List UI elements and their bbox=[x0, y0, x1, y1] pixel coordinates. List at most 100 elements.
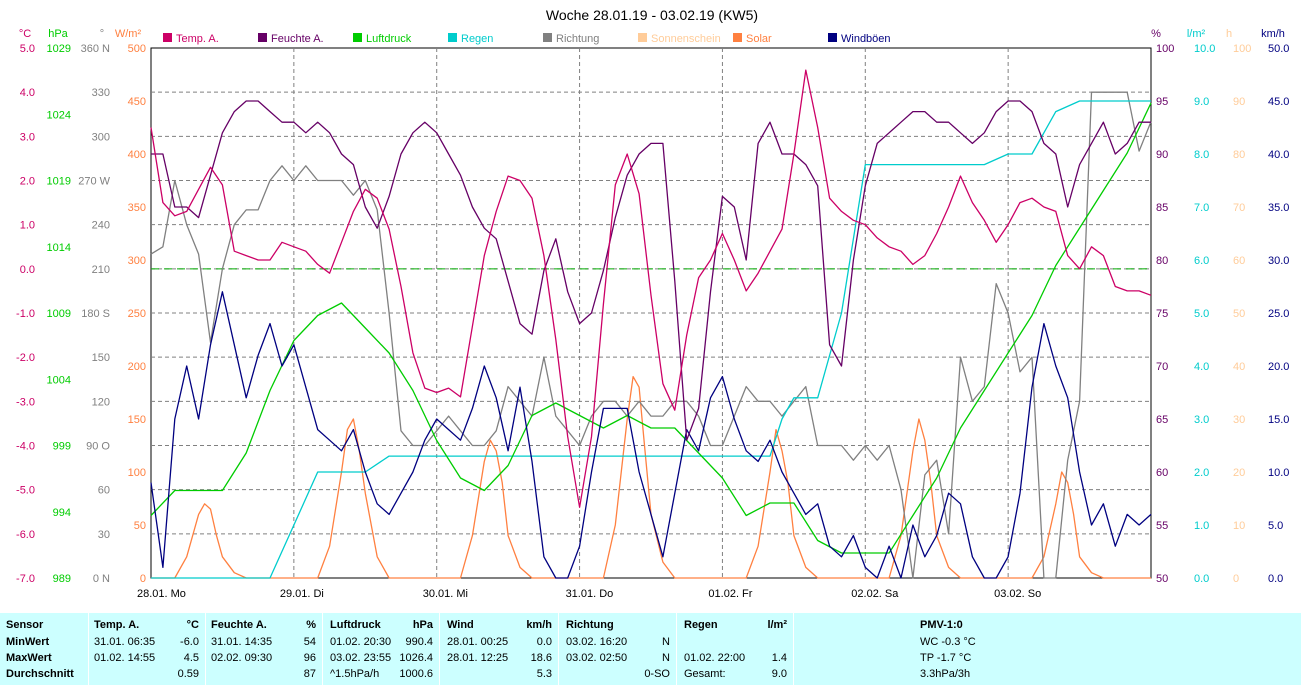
tick-rain: 3.0 bbox=[1194, 414, 1209, 426]
axis-unit-direction: ° bbox=[100, 28, 104, 40]
stats-temp-header: Temp. A. bbox=[94, 619, 140, 631]
stats-wind-max-time: 28.01. 12:25 bbox=[447, 652, 509, 664]
series-line-richtung bbox=[150, 91, 1152, 579]
stats-humidity-unit: % bbox=[306, 619, 316, 631]
tick-direction: 240 bbox=[92, 220, 110, 232]
tick-wind: 10.0 bbox=[1268, 467, 1289, 479]
stats-table: Sensor MinWert MaxWert Durchschnitt Temp… bbox=[0, 613, 1301, 685]
stats-temp-max-time: 01.02. 14:55 bbox=[94, 652, 156, 664]
x-label-day: 31.01. Do bbox=[566, 588, 614, 600]
tick-solar: 450 bbox=[128, 96, 146, 108]
tick-direction: 150 bbox=[92, 352, 110, 364]
tick-sunshine: 0 bbox=[1233, 573, 1239, 585]
stats-pressure-max-time: 03.02. 23:55 bbox=[330, 652, 392, 664]
tick-temp: 2.0 bbox=[20, 176, 35, 188]
legend-label-sonnenschein: Sonnenschein bbox=[651, 33, 721, 45]
tick-humidity: 85 bbox=[1156, 202, 1168, 214]
stats-temp-min-time: 31.01. 06:35 bbox=[94, 636, 156, 648]
stats-humidity-max-value: 96 bbox=[303, 652, 316, 664]
stats-temp-min-value: -6.0 bbox=[180, 636, 199, 648]
tick-pressure: 1019 bbox=[47, 176, 71, 188]
legend-swatch-richtung bbox=[543, 33, 552, 42]
stats-row-label-min: MinWert bbox=[6, 636, 50, 648]
right-axes: 10095908580757065605550%10.09.08.07.06.0… bbox=[1151, 28, 1289, 585]
tick-direction: 180 S bbox=[81, 308, 110, 320]
grid bbox=[151, 48, 1151, 578]
tick-solar: 200 bbox=[128, 361, 146, 373]
tick-direction: 0 N bbox=[93, 573, 110, 585]
stats-rain-max-value: 1.4 bbox=[771, 652, 787, 664]
tick-direction: 360 N bbox=[81, 43, 110, 55]
stats-humidity-header: Feuchte A. bbox=[211, 619, 267, 631]
tick-sunshine: 40 bbox=[1233, 361, 1245, 373]
stats-col-pressure: Luftdruck hPa 01.02. 20:30 990.4 03.02. … bbox=[323, 613, 440, 685]
x-label-day: 28.01. Mo bbox=[137, 588, 186, 600]
x-label-day: 03.02. So bbox=[994, 588, 1041, 600]
stats-rain-unit: l/m² bbox=[767, 619, 787, 631]
tick-sunshine: 50 bbox=[1233, 308, 1245, 320]
stats-temp-unit: °C bbox=[186, 619, 199, 631]
tick-temp: -1.0 bbox=[16, 308, 35, 320]
legend-label-temp-a: Temp. A. bbox=[176, 33, 219, 45]
legend-swatch-feuchte-a bbox=[258, 33, 267, 42]
stats-row-label-max: MaxWert bbox=[6, 652, 52, 664]
tick-direction: 90 O bbox=[86, 441, 110, 453]
tick-direction: 300 bbox=[92, 131, 110, 143]
legend-label-windb-en: Windböen bbox=[841, 33, 891, 45]
stats-pressure-trend: ^1.5hPa/h bbox=[330, 668, 380, 680]
stats-direction-max-time: 03.02. 02:50 bbox=[566, 652, 628, 664]
tick-sunshine: 80 bbox=[1233, 149, 1245, 161]
tick-rain: 9.0 bbox=[1194, 96, 1209, 108]
tick-rain: 5.0 bbox=[1194, 308, 1209, 320]
stats-rain-header: Regen bbox=[684, 619, 718, 631]
tick-pressure: 1024 bbox=[47, 109, 71, 121]
tick-rain: 6.0 bbox=[1194, 255, 1209, 267]
tick-humidity: 95 bbox=[1156, 96, 1168, 108]
tick-direction: 30 bbox=[98, 529, 110, 541]
series-line-feuchte-a bbox=[151, 100, 1151, 441]
stats-pressure-max-value: 1026.4 bbox=[399, 652, 433, 664]
x-label-day: 01.02. Fr bbox=[708, 588, 752, 600]
legend-label-regen: Regen bbox=[461, 33, 493, 45]
tick-pressure: 1029 bbox=[47, 43, 71, 55]
stats-wind-min-value: 0.0 bbox=[536, 636, 552, 648]
tick-rain: 1.0 bbox=[1194, 520, 1209, 532]
legend: Temp. A. Feuchte A. Luftdruck Regen Richtung… bbox=[163, 33, 891, 45]
stats-col-pmv: PMV-1:0 WC -0.3 °C TP -1.7 °C 3.3hPa/3h bbox=[794, 613, 976, 685]
tick-humidity: 75 bbox=[1156, 308, 1168, 320]
stats-pmv-tp: TP -1.7 °C bbox=[920, 652, 972, 664]
stats-pmv-header: PMV-1:0 bbox=[920, 619, 963, 631]
tick-wind: 20.0 bbox=[1268, 361, 1289, 373]
stats-temp-max-value: 4.5 bbox=[183, 652, 199, 664]
tick-solar: 300 bbox=[128, 255, 146, 267]
series-line-regen bbox=[151, 100, 1151, 579]
stats-rain-total-value: 9.0 bbox=[771, 668, 787, 680]
tick-direction: 120 bbox=[92, 396, 110, 408]
tick-rain: 0.0 bbox=[1194, 573, 1209, 585]
tick-direction: 60 bbox=[98, 485, 110, 497]
x-label-day: 29.01. Di bbox=[280, 588, 324, 600]
tick-pressure: 994 bbox=[53, 507, 71, 519]
stats-pmv-wc: WC -0.3 °C bbox=[920, 636, 976, 648]
tick-temp: -3.0 bbox=[16, 396, 35, 408]
stats-pressure-min-value: 990.4 bbox=[405, 636, 433, 648]
tick-solar: 0 bbox=[140, 573, 146, 585]
legend-swatch-windb-en bbox=[828, 33, 837, 42]
tick-pressure: 1014 bbox=[47, 242, 71, 254]
tick-pressure: 1009 bbox=[47, 308, 71, 320]
stats-pmv-trend: 3.3hPa/3h bbox=[920, 668, 971, 680]
stats-direction-max-value: N bbox=[662, 652, 670, 664]
tick-rain: 4.0 bbox=[1194, 361, 1209, 373]
stats-col-wind: Wind km/h 28.01. 00:25 0.0 28.01. 12:25 … bbox=[440, 613, 559, 685]
tick-sunshine: 60 bbox=[1233, 255, 1245, 267]
tick-sunshine: 30 bbox=[1233, 414, 1245, 426]
stats-wind-min-time: 28.01. 00:25 bbox=[447, 636, 509, 648]
tick-rain: 10.0 bbox=[1194, 43, 1215, 55]
stats-col-direction: Richtung 03.02. 16:20 N 03.02. 02:50 N 0… bbox=[559, 613, 677, 685]
legend-swatch-solar bbox=[733, 33, 742, 42]
tick-humidity: 90 bbox=[1156, 149, 1168, 161]
stats-wind-max-value: 18.6 bbox=[530, 652, 552, 664]
stats-pressure-header: Luftdruck bbox=[330, 619, 381, 631]
tick-wind: 50.0 bbox=[1268, 43, 1289, 55]
stats-direction-min-time: 03.02. 16:20 bbox=[566, 636, 628, 648]
